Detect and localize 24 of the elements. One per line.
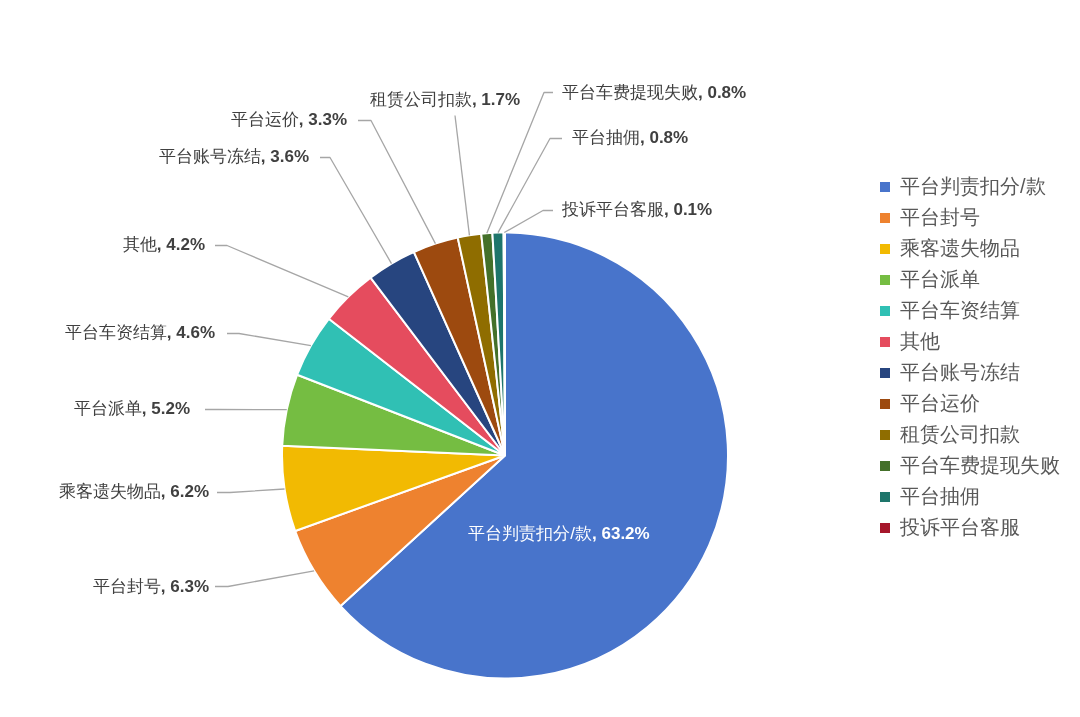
data-label: 平台运价, 3.3% — [230, 110, 348, 130]
legend-label: 平台运价 — [900, 391, 980, 414]
legend-label: 租赁公司扣款 — [900, 422, 1020, 445]
data-label: 平台封号, 6.3% — [92, 577, 210, 597]
legend-label: 平台车资结算 — [900, 298, 1020, 321]
legend-label: 平台账号冻结 — [900, 360, 1020, 383]
data-label: 平台判责扣分/款, 63.2% — [468, 524, 650, 544]
data-label: 租赁公司扣款, 1.7% — [369, 90, 521, 110]
data-label: 平台派单, 5.2% — [73, 399, 191, 419]
data-label: 投诉平台客服, 0.1% — [561, 200, 713, 220]
data-label: 乘客遗失物品, 6.2% — [58, 482, 210, 502]
legend-label: 平台派单 — [900, 267, 980, 290]
legend-label: 平台车费提现失败 — [900, 453, 1060, 476]
legend-label: 平台抽佣 — [900, 484, 980, 507]
legend-label: 平台封号 — [900, 205, 980, 228]
legend-label: 其他 — [900, 329, 940, 352]
data-label: 其他, 4.2% — [122, 235, 206, 255]
data-label: 平台抽佣, 0.8% — [572, 128, 689, 148]
data-label: 平台账号冻结, 3.6% — [158, 147, 310, 167]
legend-label: 投诉平台客服 — [899, 515, 1020, 538]
data-label: 平台车费提现失败, 0.8% — [562, 83, 747, 103]
legend-label: 平台判责扣分/款 — [900, 174, 1046, 197]
legend-label: 乘客遗失物品 — [900, 236, 1020, 259]
data-label: 平台车资结算, 4.6% — [64, 323, 216, 343]
